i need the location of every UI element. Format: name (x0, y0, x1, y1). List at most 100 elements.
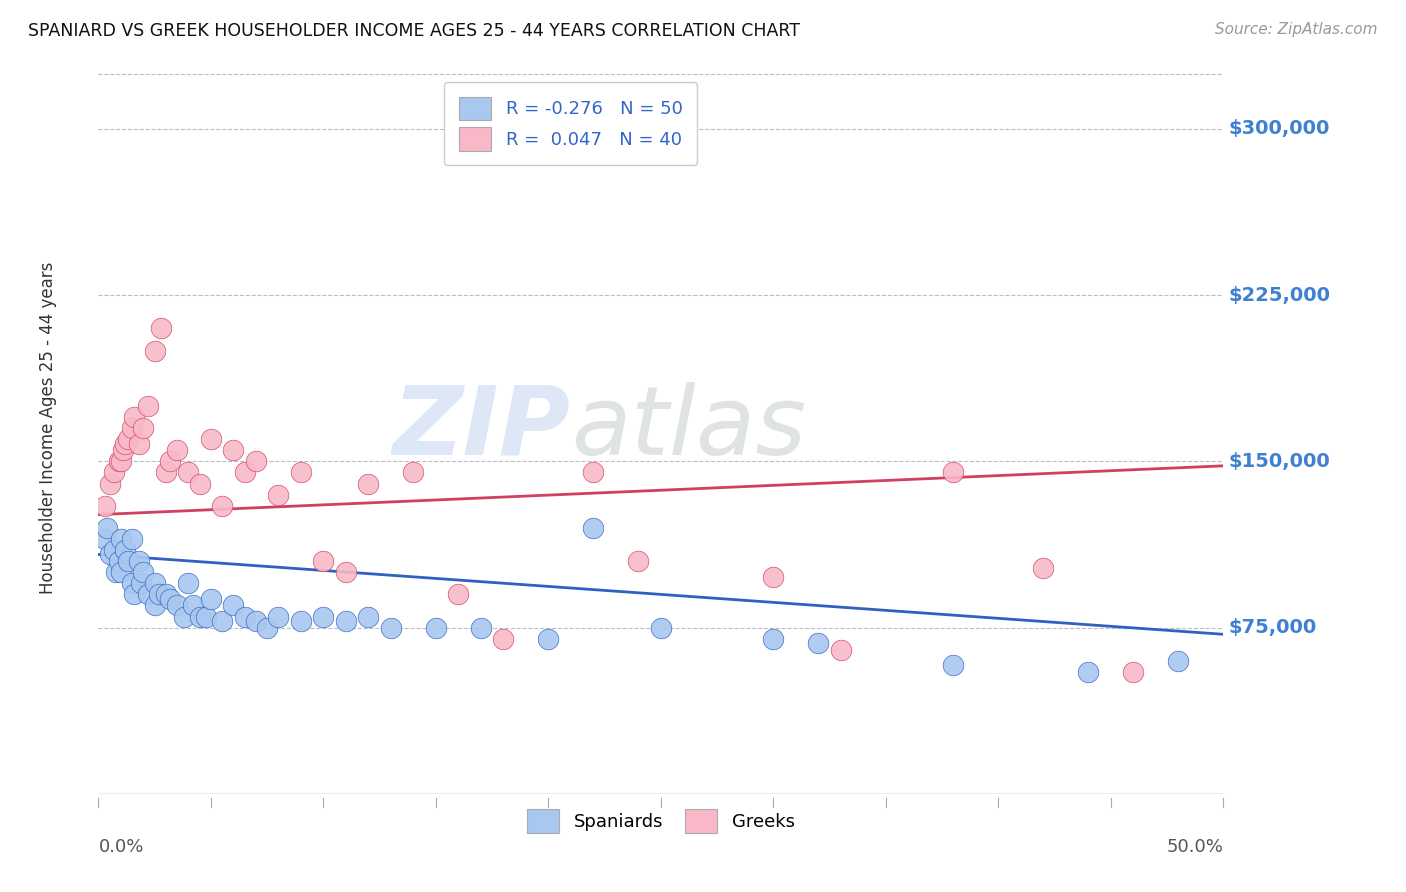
Point (124, 587, 146, 601)
Point (425, 621, 447, 635)
Point (105, 566, 128, 580)
Point (256, 621, 278, 635)
Point (136, 399, 159, 413)
Point (762, 569, 785, 583)
Point (107, 454, 129, 468)
Text: Source: ZipAtlas.com: Source: ZipAtlas.com (1215, 22, 1378, 37)
Point (211, 614, 233, 628)
Point (112, 443, 135, 458)
Point (650, 621, 672, 635)
Point (1032, 561, 1054, 575)
Point (121, 576, 143, 591)
Text: $225,000: $225,000 (1229, 285, 1331, 305)
Point (627, 554, 650, 568)
Point (128, 436, 150, 450)
Point (267, 609, 290, 624)
Point (233, 609, 256, 624)
Point (312, 554, 335, 568)
Point (211, 499, 233, 513)
Point (470, 621, 492, 635)
Point (94, 499, 117, 513)
Point (942, 658, 965, 673)
Point (103, 543, 125, 558)
Point (233, 466, 256, 480)
Point (492, 632, 515, 646)
Point (830, 642, 852, 657)
Point (121, 421, 143, 435)
Point (132, 421, 155, 435)
Text: $75,000: $75,000 (1229, 618, 1317, 637)
Point (200, 432, 222, 446)
Point (290, 466, 312, 480)
Point (143, 343, 166, 358)
Legend: Spaniards, Greeks: Spaniards, Greeks (516, 798, 806, 843)
Point (357, 609, 380, 624)
Point (110, 532, 132, 546)
Point (143, 576, 166, 591)
Point (103, 466, 125, 480)
Point (96, 521, 118, 535)
Point (245, 614, 267, 628)
Point (117, 554, 139, 568)
Point (188, 609, 211, 624)
Point (402, 466, 425, 480)
Point (1122, 665, 1144, 679)
Text: $300,000: $300,000 (1229, 120, 1330, 138)
Point (148, 587, 170, 601)
Point (380, 621, 402, 635)
Point (136, 587, 159, 601)
Point (942, 466, 965, 480)
Point (155, 466, 177, 480)
Point (159, 591, 181, 606)
Point (129, 576, 152, 591)
Point (762, 632, 785, 646)
Point (114, 543, 136, 558)
Point (807, 636, 830, 650)
Point (155, 587, 177, 601)
Point (447, 587, 470, 601)
Point (173, 609, 195, 624)
Point (177, 466, 200, 480)
Point (114, 436, 136, 450)
Text: 50.0%: 50.0% (1167, 838, 1223, 855)
Text: $150,000: $150,000 (1229, 452, 1330, 471)
Point (110, 566, 132, 580)
Point (290, 614, 312, 628)
Point (1077, 665, 1099, 679)
Text: atlas: atlas (571, 382, 806, 475)
Point (150, 321, 173, 335)
Point (110, 454, 132, 468)
Point (357, 476, 380, 491)
Point (132, 566, 155, 580)
Point (195, 609, 218, 624)
Point (121, 532, 143, 546)
Point (245, 454, 267, 468)
Point (312, 609, 335, 624)
Point (582, 521, 605, 535)
Point (124, 410, 146, 425)
Point (222, 599, 245, 613)
Point (166, 599, 188, 613)
Point (335, 566, 357, 580)
Text: ZIP: ZIP (392, 382, 571, 475)
Point (181, 599, 204, 613)
Point (222, 443, 245, 458)
Point (166, 443, 188, 458)
Point (200, 591, 222, 606)
Point (537, 632, 560, 646)
Point (177, 576, 200, 591)
Point (143, 599, 166, 613)
Point (98, 476, 121, 491)
Point (128, 554, 150, 568)
Point (107, 554, 129, 568)
Point (188, 476, 211, 491)
Point (117, 432, 139, 446)
Point (267, 488, 290, 502)
Point (159, 454, 181, 468)
Text: SPANIARD VS GREEK HOUSEHOLDER INCOME AGES 25 - 44 YEARS CORRELATION CHART: SPANIARD VS GREEK HOUSEHOLDER INCOME AGE… (28, 22, 800, 40)
Point (582, 466, 605, 480)
Point (335, 614, 357, 628)
Point (1167, 654, 1189, 668)
Point (98, 548, 121, 562)
Text: Householder Income Ages 25 - 44 years: Householder Income Ages 25 - 44 years (39, 262, 56, 594)
